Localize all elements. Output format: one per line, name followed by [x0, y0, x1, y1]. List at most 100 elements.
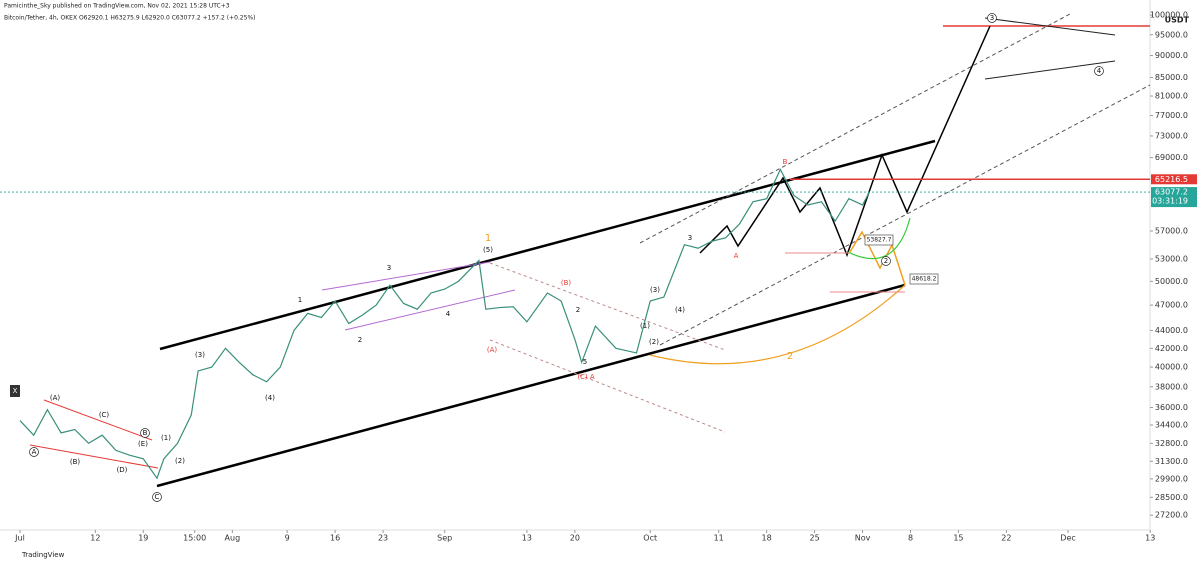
- x-tick-label: 20: [570, 534, 580, 543]
- wave-label: (E): [138, 440, 148, 448]
- y-tick-label: 57000.0: [1155, 227, 1188, 236]
- wave-label: (1): [640, 322, 650, 330]
- wave-label: (1): [161, 434, 171, 442]
- price-line-series: [19, 168, 870, 480]
- wave-label: 4: [446, 310, 451, 318]
- wave-circle: [1094, 66, 1104, 76]
- wave-label: 5: [583, 358, 587, 366]
- y-tick-label: 77000.0: [1155, 111, 1188, 120]
- y-tick-label: 38000.0: [1155, 382, 1188, 391]
- y-tick-label: 40000.0: [1155, 363, 1188, 372]
- y-tick-label: 42000.0: [1155, 344, 1188, 353]
- x-tick-label: 9: [285, 534, 290, 543]
- x-tick-label: Jul: [14, 534, 25, 543]
- wave-label: (4): [675, 306, 685, 314]
- wave-label: 2: [787, 351, 793, 362]
- y-tick-label: 28500.0: [1155, 493, 1188, 502]
- currency: USDT: [1165, 16, 1190, 25]
- wave-label: 3: [990, 14, 994, 22]
- arc: [649, 284, 906, 365]
- dashed-line: [489, 262, 726, 351]
- y-tick-label: 100000.0: [1150, 11, 1188, 20]
- wave-label: 2: [576, 306, 580, 314]
- tooltip-box: [864, 234, 894, 246]
- price-label: 63077.2: [1155, 188, 1188, 197]
- price-label-box: [1151, 174, 1197, 185]
- wave-label: X: [13, 387, 18, 395]
- tooltip: 53827.7: [867, 237, 892, 244]
- wedge-line: [344, 289, 516, 331]
- marker-box: [10, 385, 20, 397]
- y-tick-label: 90000.0: [1155, 51, 1188, 60]
- y-tick-label: 47000.0: [1155, 301, 1188, 310]
- y-tick-label: 27200.0: [1155, 511, 1188, 520]
- wave-circle: [152, 492, 162, 502]
- publisher: Pamicinthe_Sky published on TradingView.…: [4, 3, 230, 10]
- trend-line: [984, 60, 1116, 80]
- tooltip: 48618.2: [912, 276, 937, 283]
- x-tick-label: 19: [138, 534, 148, 543]
- y-tick-label: 53000.0: [1155, 254, 1188, 263]
- x-tick-label: 11: [714, 534, 724, 543]
- wave-label: (5): [483, 246, 493, 254]
- y-tick-label: 95000.0: [1155, 30, 1188, 39]
- wave-label: 2: [358, 336, 362, 344]
- wedge-line: [321, 261, 491, 291]
- wave-label: (2): [649, 338, 659, 346]
- x-tick-label: 25: [810, 534, 820, 543]
- y-tick-label: 44000.0: [1155, 326, 1188, 335]
- x-tick-label: 15:00: [183, 534, 206, 543]
- wave-label: (A): [487, 346, 498, 354]
- y-tick-label: 85000.0: [1155, 73, 1188, 82]
- y-tick-label: 50000.0: [1155, 277, 1188, 286]
- wave-label: (C) A: [577, 373, 595, 381]
- dashed-line: [639, 13, 1071, 244]
- wave-label: 3: [387, 264, 391, 272]
- tooltip-box: [909, 273, 939, 285]
- x-tick-label: 23: [378, 534, 388, 543]
- price-label: 65216.5: [1155, 175, 1188, 184]
- channel-upper: [159, 139, 936, 351]
- wave-label: 4: [1097, 67, 1102, 75]
- wave-label: 1: [298, 296, 302, 304]
- y-tick-label: 69000.0: [1155, 153, 1188, 162]
- wave-label: (A): [50, 394, 61, 402]
- wave-circle: [140, 428, 150, 438]
- y-tick-label: 73000.0: [1155, 131, 1188, 140]
- wave-label: 3: [688, 234, 692, 242]
- wave-label: (2): [175, 457, 185, 465]
- wave-label: C: [155, 493, 160, 501]
- y-tick-label: 81000.0: [1155, 92, 1188, 101]
- drawings: [29, 13, 1151, 488]
- wedge-line: [29, 444, 159, 469]
- x-tick-label: 12: [90, 534, 100, 543]
- wave-label: 2: [884, 257, 888, 265]
- trend-line: [984, 17, 1116, 36]
- x-tick-label: 18: [762, 534, 772, 543]
- projection-alt: [849, 230, 906, 286]
- wave-label: 1: [485, 233, 491, 244]
- wave-label: B: [783, 158, 788, 166]
- x-tick-label: 13: [522, 534, 532, 543]
- wave-circle: [29, 447, 39, 457]
- currency-box: [1154, 6, 1194, 26]
- x-tick-label: 8: [908, 534, 913, 543]
- x-tick-label: 16: [330, 534, 340, 543]
- x-tick-label: Sep: [437, 534, 452, 543]
- wave-label: B: [143, 429, 148, 437]
- x-tick-label: 15: [953, 534, 963, 543]
- wave-label: (C): [99, 411, 110, 419]
- dashed-line: [489, 339, 726, 433]
- projection-path: [699, 25, 991, 258]
- y-tick-label: 32800.0: [1155, 439, 1188, 448]
- x-tick-label: Oct: [643, 534, 657, 543]
- price-label-box: [1151, 187, 1197, 208]
- x-tick-label: Nov: [855, 534, 871, 543]
- x-tick-label: Dec: [1060, 534, 1075, 543]
- wave-label: (B): [70, 458, 81, 466]
- footer: TradingView: [21, 551, 65, 559]
- dashed-line: [659, 84, 1151, 346]
- wave-label: (4): [265, 394, 275, 402]
- y-tick-label: 31300.0: [1155, 457, 1188, 466]
